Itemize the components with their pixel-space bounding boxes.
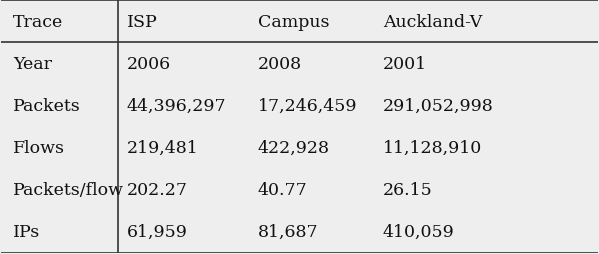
Text: 17,246,459: 17,246,459	[258, 98, 357, 115]
Text: 26.15: 26.15	[383, 181, 432, 198]
Text: 202.27: 202.27	[126, 181, 187, 198]
Text: 291,052,998: 291,052,998	[383, 98, 494, 115]
Text: Auckland-V: Auckland-V	[383, 14, 482, 31]
Text: Packets/flow: Packets/flow	[13, 181, 125, 198]
Text: 2001: 2001	[383, 56, 427, 73]
Text: 40.77: 40.77	[258, 181, 307, 198]
Text: 2006: 2006	[126, 56, 171, 73]
Text: Year: Year	[13, 56, 52, 73]
Text: 81,687: 81,687	[258, 223, 319, 240]
Text: Flows: Flows	[13, 139, 65, 156]
Text: 219,481: 219,481	[126, 139, 198, 156]
Text: ISP: ISP	[126, 14, 158, 31]
Text: 422,928: 422,928	[258, 139, 330, 156]
Text: 61,959: 61,959	[126, 223, 187, 240]
Text: 410,059: 410,059	[383, 223, 455, 240]
Text: Trace: Trace	[13, 14, 63, 31]
Text: 44,396,297: 44,396,297	[126, 98, 226, 115]
Text: 11,128,910: 11,128,910	[383, 139, 482, 156]
Text: Packets: Packets	[13, 98, 81, 115]
Text: 2008: 2008	[258, 56, 302, 73]
Text: Campus: Campus	[258, 14, 329, 31]
Text: IPs: IPs	[13, 223, 41, 240]
